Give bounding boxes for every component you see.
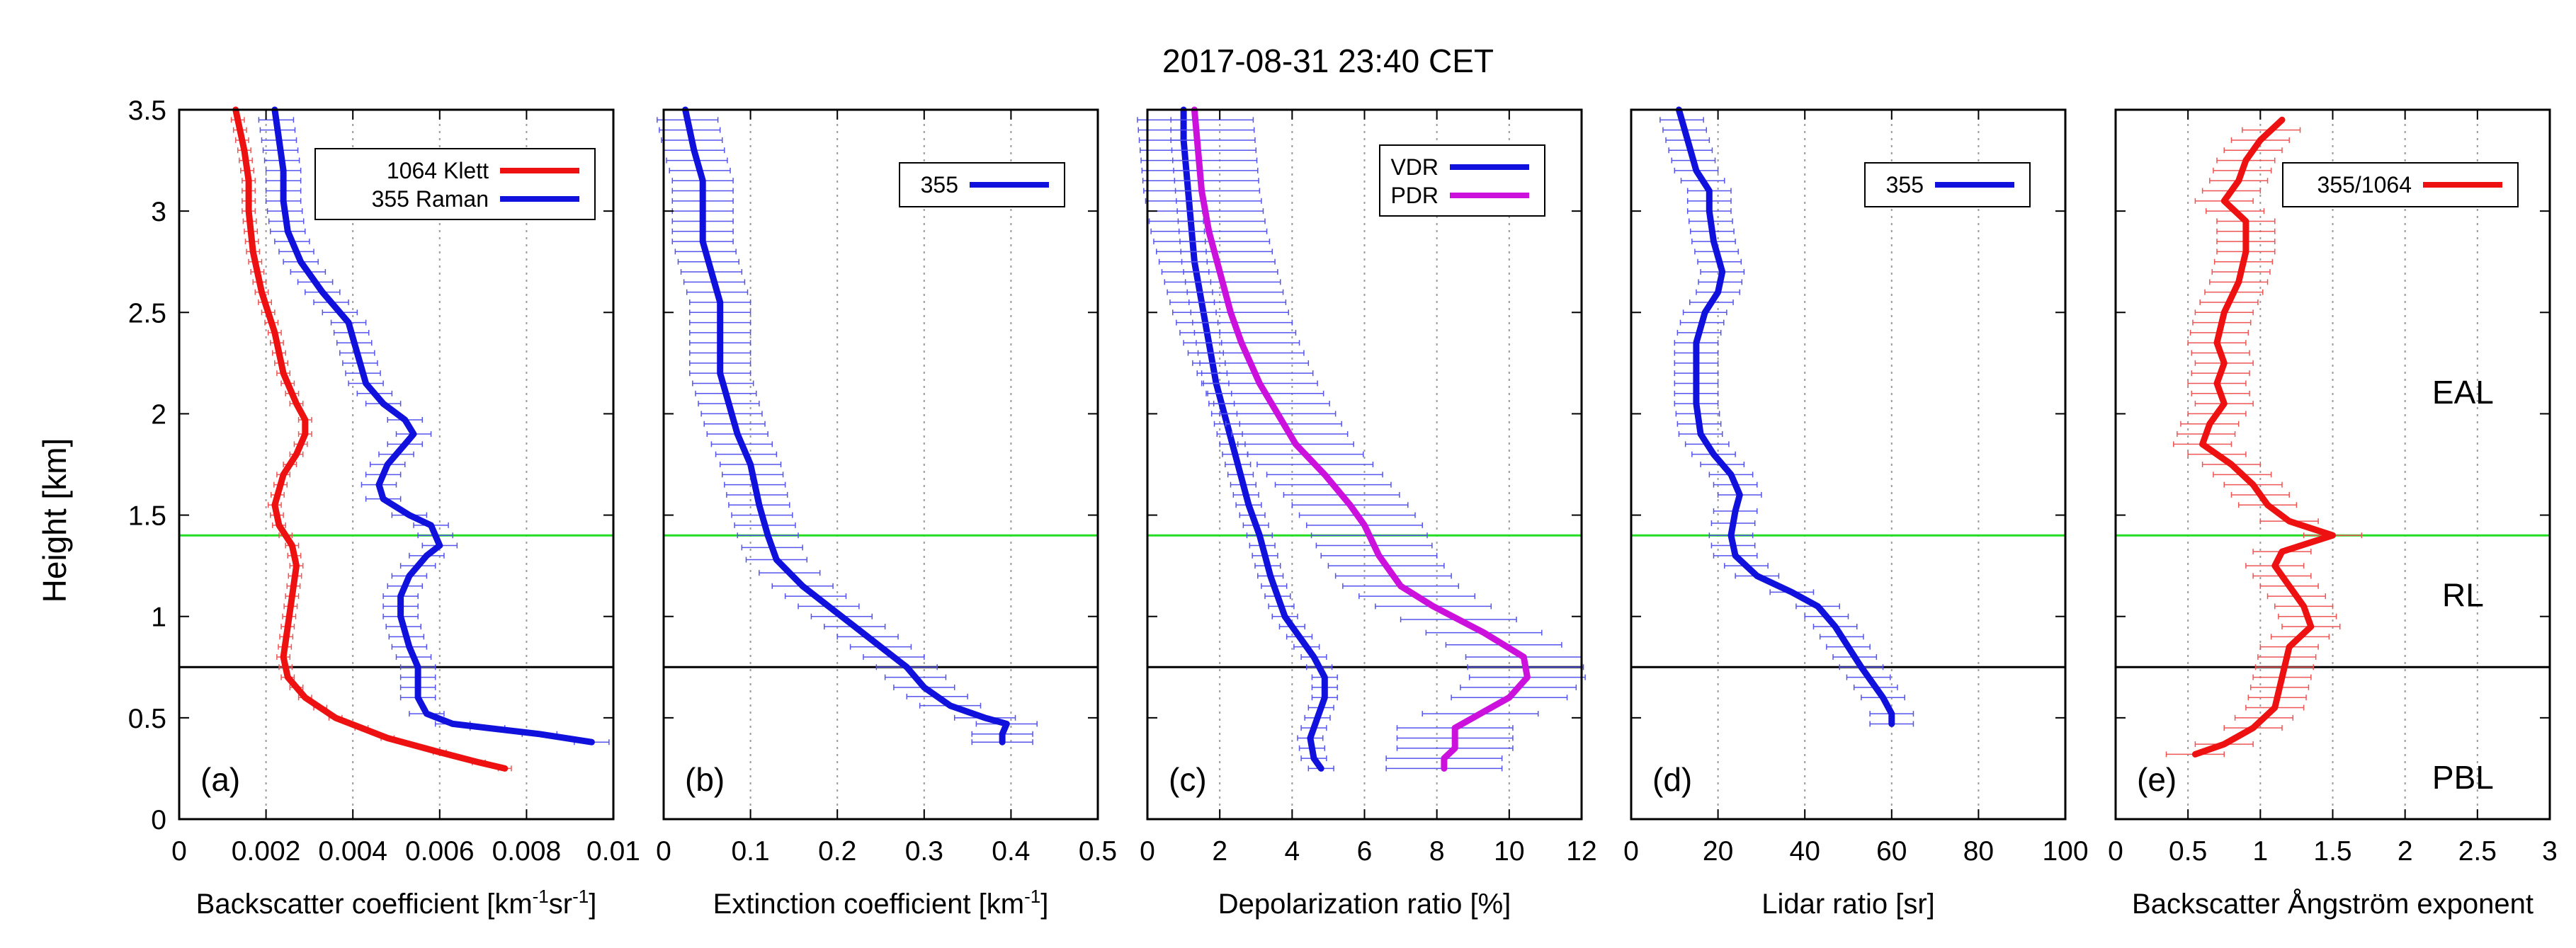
x-tick-label: 2.5 [2458, 836, 2497, 867]
x-tick-label: 0 [1140, 836, 1155, 867]
annotation-eal: EAL [2432, 374, 2494, 411]
legend-entry-label: VDR [1390, 154, 1439, 180]
legend-entry-label: 355 Raman [372, 186, 489, 212]
panel-3: 0 2 4 6 8 10 12 (c) Depolarization ratio [%] VDR P… [1137, 106, 1597, 920]
panel-label: (e) [2137, 761, 2177, 798]
plot-frame [662, 108, 1099, 821]
x-tick-label: 0.4 [992, 836, 1030, 867]
x-tick-label: 1 [2252, 836, 2268, 867]
y-axis-label: Height [km] [36, 438, 73, 603]
series-line-1064-klett [232, 106, 509, 772]
legend-box [1379, 144, 1545, 217]
legend-entry-label: 355 [921, 172, 958, 198]
x-tick-label: 0 [2108, 836, 2123, 867]
x-tick-label: 0 [656, 836, 671, 867]
x-tick-label: 0.5 [1079, 836, 1117, 867]
legend: 355/1064 [2282, 162, 2519, 207]
x-tick-label: 4 [1284, 836, 1300, 867]
x-axis-label: Backscatter Ångström exponent [2132, 888, 2534, 920]
x-tick-label: 0.008 [492, 836, 562, 867]
x-axis-label: Backscatter coefficient [km-1sr-1] [196, 886, 597, 920]
panel-label: (c) [1169, 761, 1207, 798]
x-tick-label: 100 [2042, 836, 2088, 867]
panel-4: 0 20 40 60 80 100 (d) Lidar ratio [sr] 355 [1623, 106, 2089, 920]
legend: 355 [1864, 162, 2031, 207]
x-tick-label: 8 [1429, 836, 1445, 867]
y-tick-label: 0.5 [128, 704, 166, 734]
legend-entry-label: 355 [1886, 172, 1924, 198]
annotation-rl: RL [2442, 576, 2484, 613]
panel-1: 0 0.002 0.004 0.006 0.008 0.01 0 0.5 1 1.5 2 2.5 3 3.… [128, 96, 640, 920]
x-tick-label: 0.002 [232, 836, 301, 867]
series-line-355 [1675, 106, 1895, 727]
y-tick-label: 1 [151, 603, 166, 633]
x-tick-label: 0.2 [818, 836, 856, 867]
x-tick-label: 80 [1963, 836, 1994, 867]
x-tick-label: 0 [171, 836, 187, 867]
panel-5: 0 0.5 1 1.5 2 2.5 3 (e) Backscatter Ångström exp… [2108, 108, 2558, 920]
plot-frame [1630, 108, 2067, 821]
x-tick-label: 0 [1623, 836, 1639, 867]
panel-label: (d) [1652, 761, 1692, 798]
y-tick-label: 3.5 [128, 96, 166, 126]
y-tick-label: 0 [151, 805, 166, 835]
panels: 0 0.002 0.004 0.006 0.008 0.01 0 0.5 1 1.5 2 2.5 3 3.… [128, 96, 2558, 920]
plot-frame [178, 108, 615, 821]
x-axis-label: Depolarization ratio [%] [1218, 889, 1511, 920]
y-tick-label: 2.5 [128, 298, 166, 329]
legend-entry-label: PDR [1390, 183, 1439, 208]
y-tick-label: 3 [151, 197, 166, 227]
panel-label: (b) [685, 761, 725, 798]
x-tick-label: 2 [2398, 836, 2413, 867]
x-axis-label: Extinction coefficient [km-1] [713, 886, 1049, 920]
legend: 1064 Klett 355 Raman [314, 148, 596, 220]
x-tick-label: 0.006 [405, 836, 475, 867]
x-tick-label: 1.5 [2313, 836, 2351, 867]
x-axis-label: Lidar ratio [sr] [1761, 889, 1935, 920]
errorbars-355 [657, 117, 1038, 746]
panel-label: (a) [200, 761, 240, 798]
x-tick-label: 3 [2542, 836, 2558, 867]
x-tick-label: 60 [1876, 836, 1907, 867]
x-tick-label: 0.5 [2169, 836, 2207, 867]
x-tick-label: 2 [1212, 836, 1227, 867]
annotation-pbl: PBL [2432, 759, 2494, 796]
y-tick-label: 1.5 [128, 501, 166, 532]
series-line-355 [682, 106, 1010, 746]
legend-entry-label: 1064 Klett [387, 158, 489, 183]
x-tick-label: 0.1 [731, 836, 769, 867]
x-tick-label: 40 [1790, 836, 1820, 867]
x-tick-label: 0.004 [318, 836, 387, 867]
x-tick-label: 20 [1703, 836, 1733, 867]
series-line-pdr [1191, 106, 1531, 772]
x-tick-label: 12 [1566, 836, 1596, 867]
legend-entry-label: 355/1064 [2317, 172, 2412, 198]
figure-title: 2017-08-31 23:40 CET [1162, 42, 1494, 79]
series-line-355-1064 [2191, 116, 2336, 758]
panel-2: 0 0.1 0.2 0.3 0.4 0.5 (b) Extinction coefficien… [656, 106, 1117, 920]
x-tick-label: 10 [1494, 836, 1524, 867]
series-line-355-raman [271, 106, 595, 746]
x-tick-label: 6 [1357, 836, 1373, 867]
y-tick-label: 2 [151, 399, 166, 430]
x-tick-label: 0.01 [586, 836, 640, 867]
x-tick-label: 0.3 [905, 836, 943, 867]
legend: 355 [899, 162, 1065, 207]
legend-box [314, 148, 596, 220]
legend: VDR PDR [1379, 144, 1545, 217]
